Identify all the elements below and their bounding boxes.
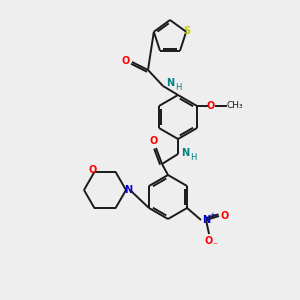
Text: O: O	[205, 236, 213, 246]
Text: +: +	[209, 212, 215, 218]
Text: H: H	[175, 82, 181, 91]
Text: N: N	[124, 185, 132, 195]
Text: CH₃: CH₃	[227, 101, 243, 110]
Text: N: N	[202, 215, 210, 225]
Text: O: O	[150, 136, 158, 146]
Text: S: S	[184, 26, 191, 36]
Text: O: O	[207, 101, 215, 111]
Text: H: H	[190, 152, 196, 161]
Text: N: N	[166, 78, 174, 88]
Text: ⁻: ⁻	[212, 241, 217, 251]
Text: O: O	[88, 165, 97, 175]
Text: N: N	[181, 148, 189, 158]
Text: O: O	[221, 211, 229, 221]
Text: O: O	[122, 56, 130, 66]
